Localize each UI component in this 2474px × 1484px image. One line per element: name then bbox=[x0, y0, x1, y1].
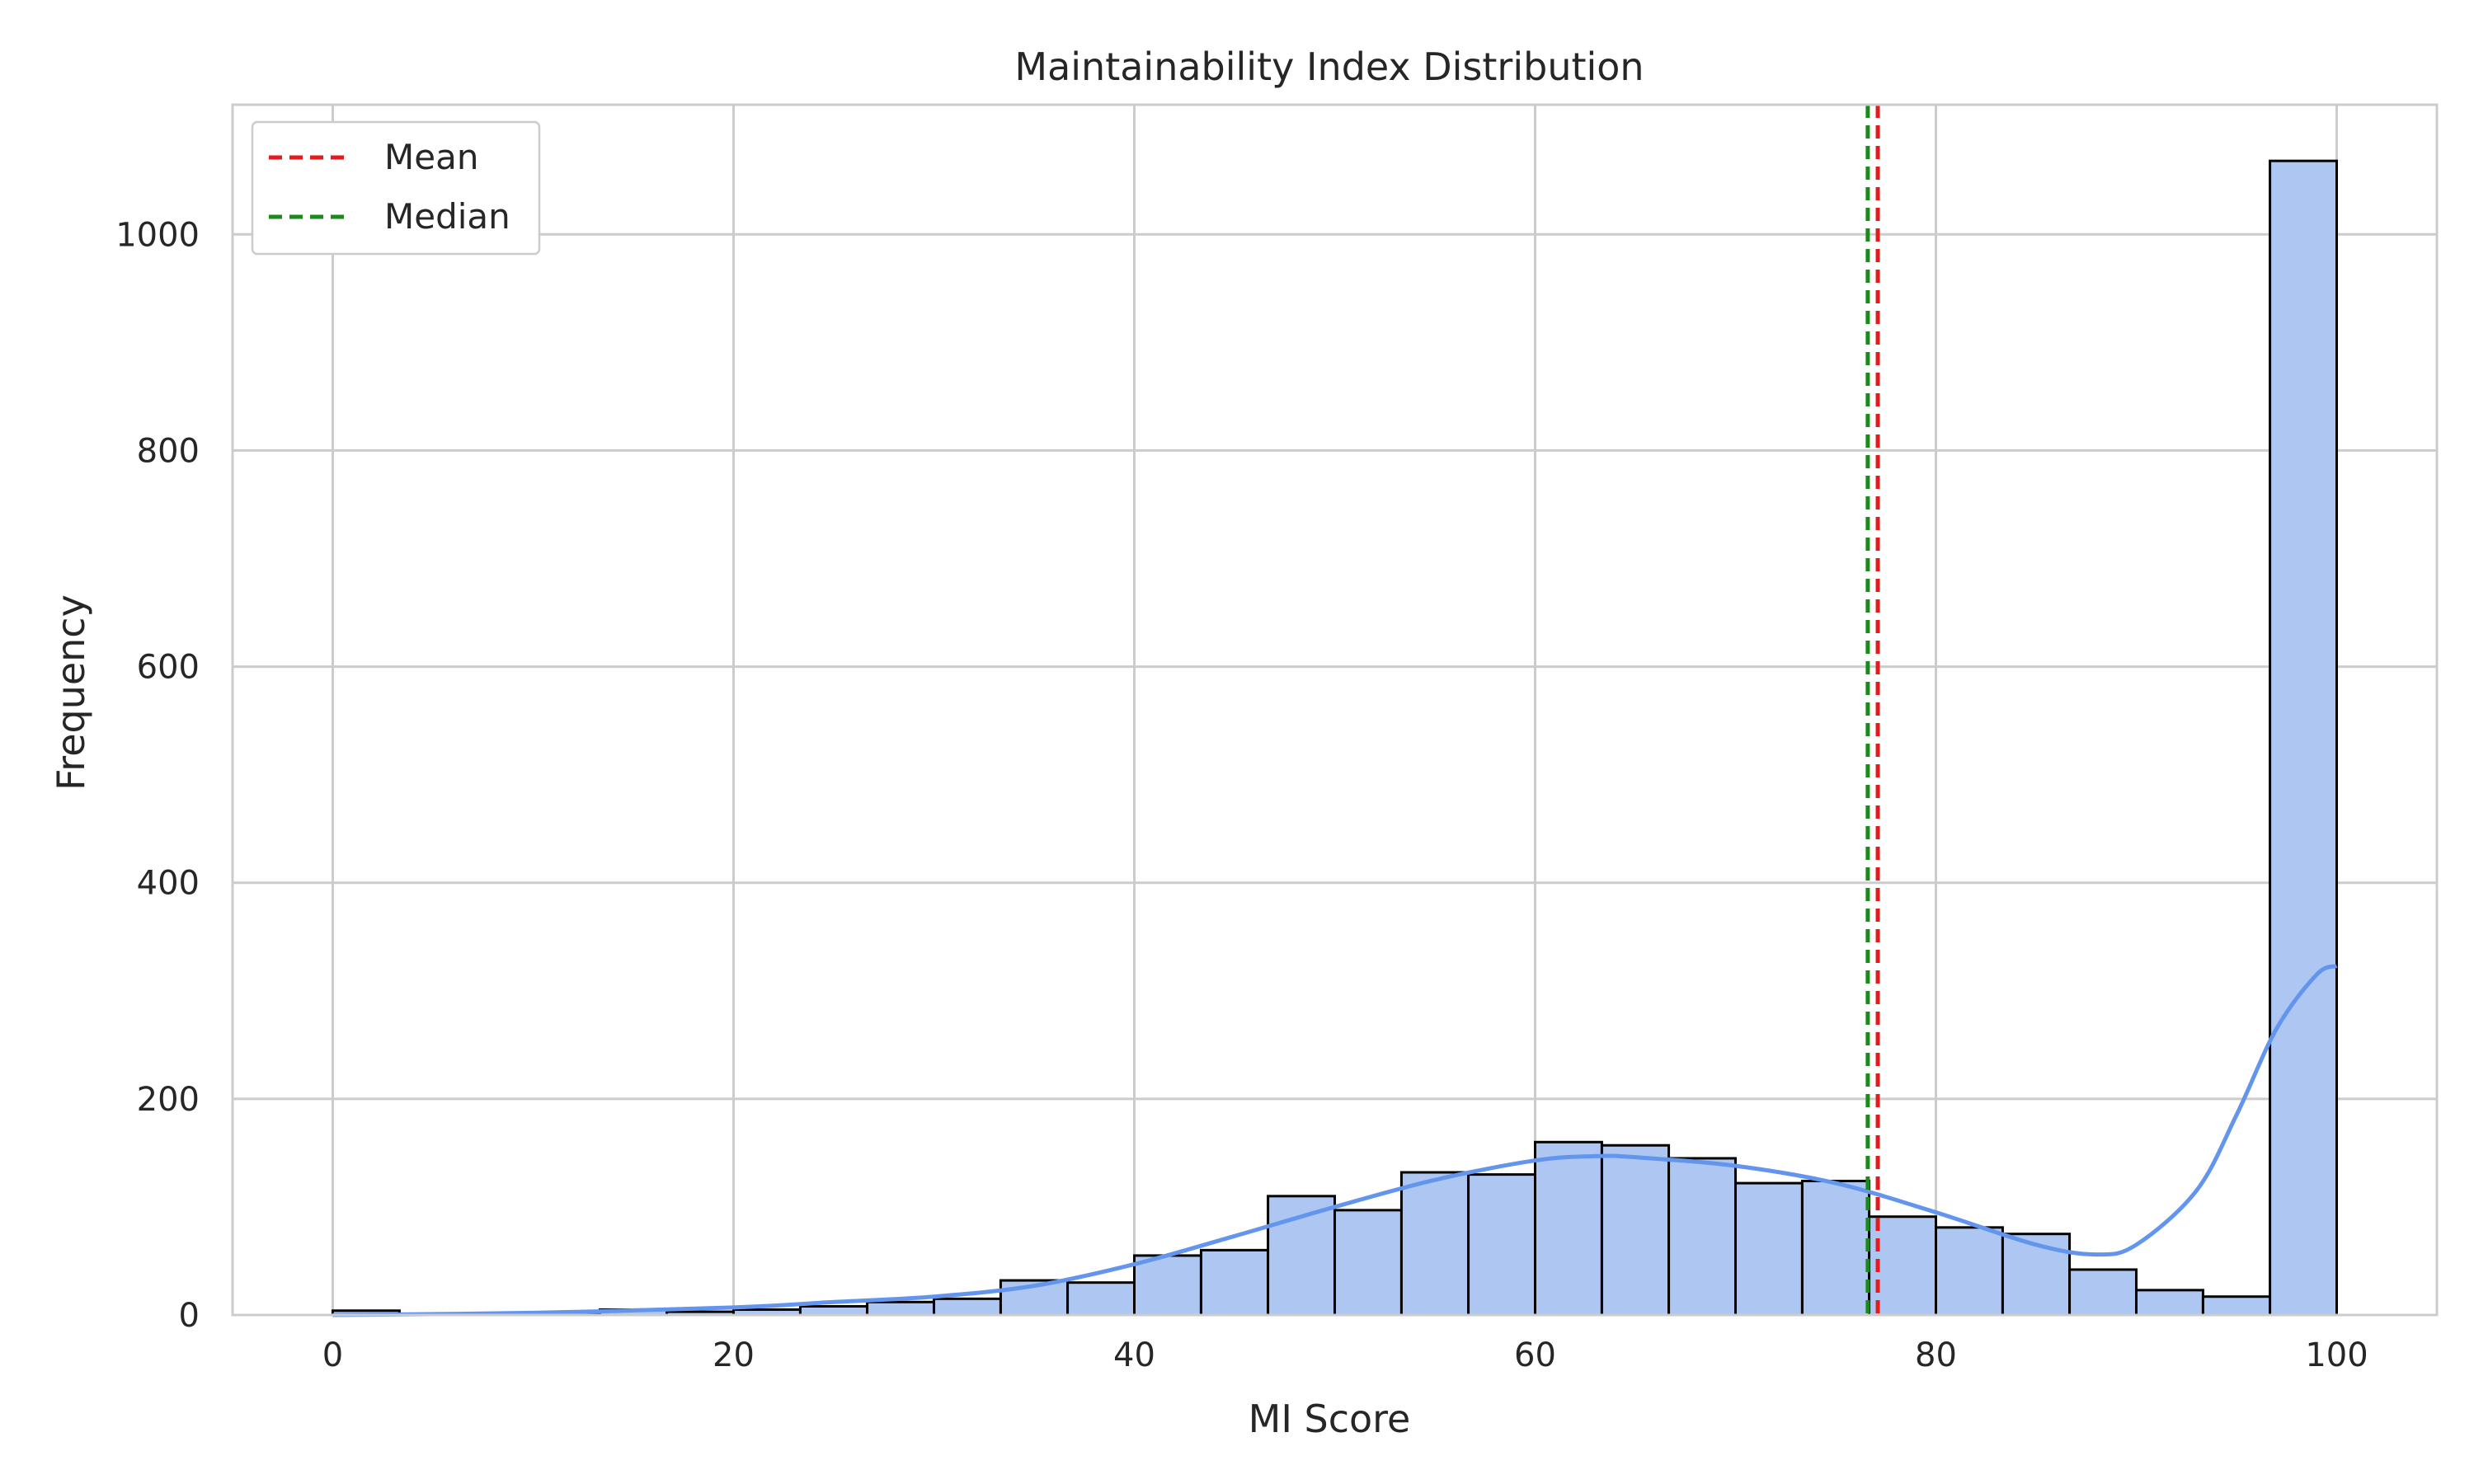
kde-line bbox=[332, 964, 2338, 1317]
y-tick-label: 400 bbox=[137, 865, 200, 903]
histogram-bar bbox=[2068, 1268, 2138, 1317]
histogram-bar bbox=[2269, 159, 2339, 1317]
reference-lines bbox=[1865, 105, 1880, 1315]
chart-title: Maintainability Index Distribution bbox=[1014, 45, 1644, 89]
histogram-bar bbox=[1600, 1144, 1671, 1317]
kde-curve bbox=[332, 964, 2338, 1317]
histogram-bar bbox=[1199, 1248, 1270, 1317]
y-tick-label: 1000 bbox=[115, 216, 200, 254]
x-axis-label: MI Score bbox=[1249, 1397, 1411, 1441]
histogram-bar bbox=[1066, 1281, 1136, 1317]
x-tick-label: 0 bbox=[322, 1336, 343, 1374]
legend-box bbox=[251, 120, 541, 256]
histogram-bar bbox=[1333, 1209, 1403, 1317]
legend: Mean Median bbox=[251, 120, 541, 256]
y-axis-label: Frequency bbox=[49, 594, 93, 791]
histogram-bar bbox=[1935, 1226, 2004, 1317]
histogram-bar bbox=[2201, 1295, 2272, 1317]
legend-label-median: Median bbox=[384, 196, 510, 237]
x-tick-label: 80 bbox=[1915, 1336, 1957, 1374]
x-tick-label: 40 bbox=[1113, 1336, 1155, 1374]
histogram-bar bbox=[866, 1300, 936, 1317]
histogram-bar bbox=[1667, 1157, 1738, 1317]
histogram-bar bbox=[798, 1305, 869, 1317]
histogram-bar bbox=[1467, 1173, 1537, 1317]
legend-label-mean: Mean bbox=[384, 137, 478, 177]
histogram-bar bbox=[1399, 1171, 1470, 1317]
histogram-bar bbox=[1534, 1140, 1603, 1317]
y-tick-label: 800 bbox=[137, 432, 200, 470]
y-tick-label: 200 bbox=[137, 1081, 200, 1119]
histogram-bar bbox=[2135, 1289, 2204, 1317]
x-tick-label: 60 bbox=[1514, 1336, 1556, 1374]
y-tick-label: 600 bbox=[137, 649, 200, 687]
histogram-bar bbox=[1267, 1195, 1337, 1317]
x-tick-label: 20 bbox=[713, 1336, 755, 1374]
histogram-bar bbox=[1734, 1181, 1804, 1317]
histogram-bar bbox=[1133, 1254, 1202, 1317]
histogram-bar bbox=[933, 1297, 1002, 1317]
plot-frame bbox=[231, 103, 2439, 1317]
y-tick-label: 0 bbox=[179, 1297, 200, 1335]
x-tick-label: 100 bbox=[2305, 1336, 2368, 1374]
histogram-bar bbox=[1800, 1179, 1871, 1317]
